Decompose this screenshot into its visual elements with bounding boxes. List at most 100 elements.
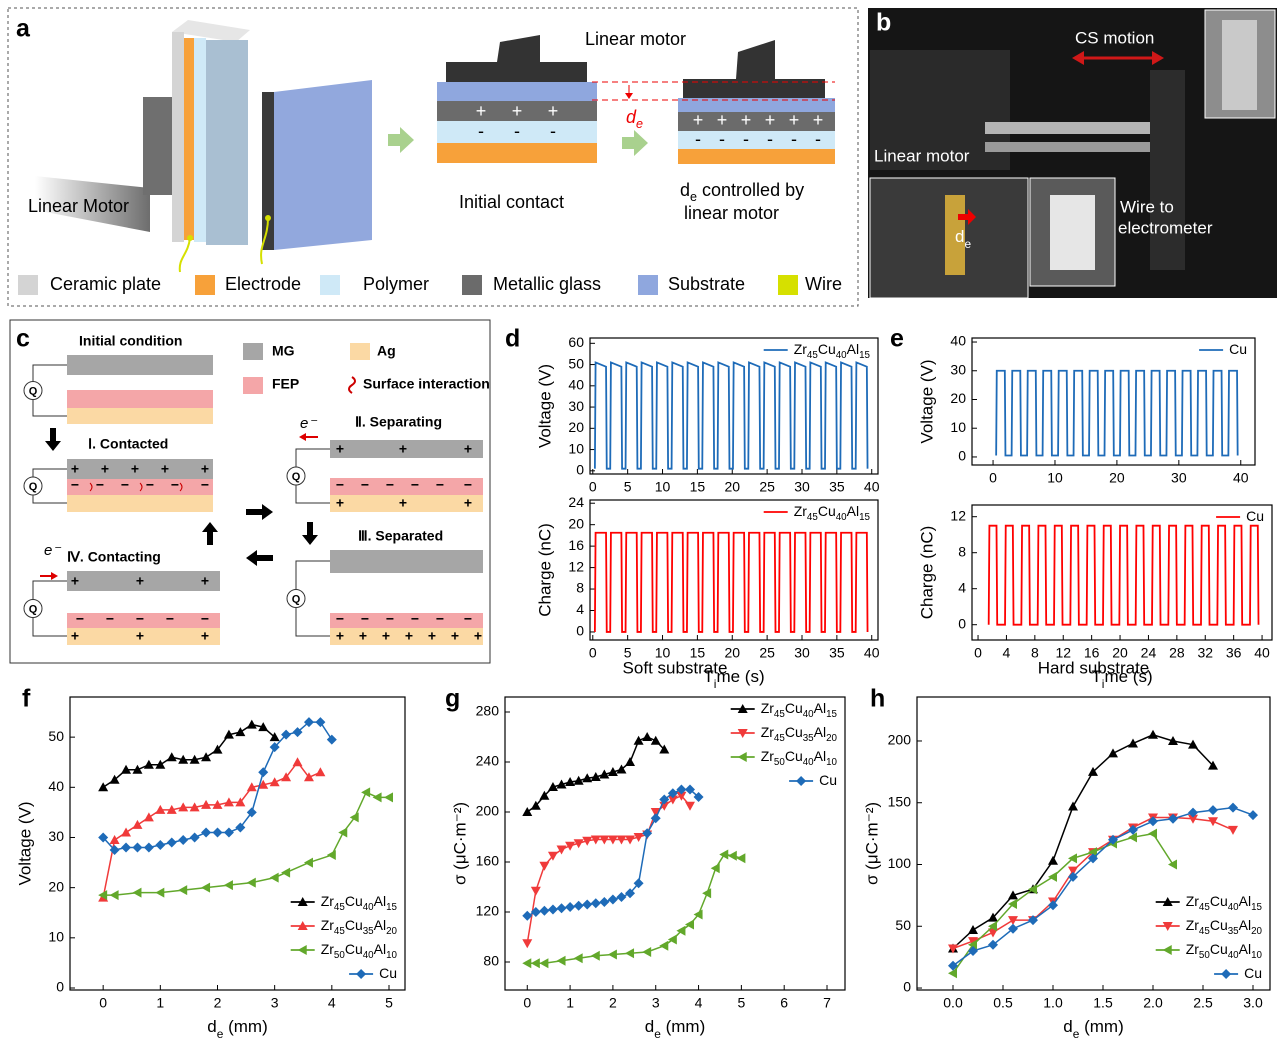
polymer-layer (678, 131, 835, 149)
panel-c: c Initial condition Ⅰ. Contacted Ⅳ. Cont… (10, 320, 490, 663)
data-point (201, 827, 211, 837)
data-point (548, 905, 558, 915)
charge: + (136, 573, 144, 589)
chart-title: Hard substrate (1038, 658, 1150, 677)
series-line (595, 533, 868, 632)
data-point (1128, 738, 1138, 747)
y-tick-label: 20 (568, 515, 584, 531)
charge: - (767, 129, 773, 149)
mg (67, 355, 213, 375)
legend-label: Cu (819, 772, 837, 788)
charge: − (201, 477, 209, 493)
data-point (224, 827, 234, 837)
x-tick-label: 2 (609, 995, 617, 1011)
x-tick-label: 7 (823, 995, 831, 1011)
x-tick-label: 6 (780, 995, 788, 1011)
legend-marker (796, 776, 806, 786)
x-tick-label: 1 (156, 995, 164, 1011)
data-point (642, 732, 652, 741)
data-point (557, 903, 567, 913)
legend: Ceramic plateElectrodePolymerMetallic gl… (18, 274, 842, 295)
state-title: Initial condition (79, 333, 182, 349)
fep (330, 613, 483, 628)
data-point (110, 835, 120, 844)
data-point (178, 885, 187, 895)
charge: + (405, 628, 413, 644)
arrow (246, 550, 273, 566)
charge: - (719, 129, 725, 149)
data-point (144, 812, 154, 821)
data-point (736, 853, 745, 863)
polymer-block (206, 40, 248, 245)
x-tick-label: 30 (794, 645, 810, 661)
x-tick-label: 2.0 (1143, 995, 1163, 1011)
data-point (531, 887, 541, 896)
state-label: de controlled by (680, 180, 804, 205)
legend-swatch (349, 377, 355, 393)
x-tick-label: 3 (271, 995, 279, 1011)
charge: + (201, 573, 209, 589)
y-tick-label: 80 (483, 953, 499, 969)
data-point (121, 843, 131, 853)
ag (67, 495, 213, 512)
data-point (373, 792, 382, 802)
x-tick-label: 0 (974, 645, 982, 661)
charge: + (131, 461, 139, 477)
wire-end (265, 215, 271, 221)
x-tick-label: 4 (1003, 645, 1011, 661)
data-point (201, 883, 210, 893)
electron-label: e⁻ (44, 542, 61, 559)
charge: + (201, 461, 209, 477)
y-tick-label: 0 (56, 979, 64, 995)
charge: − (71, 477, 79, 493)
y-axis-label: Voltage (V) (917, 359, 936, 443)
charge: + (476, 101, 487, 121)
state-title: Ⅳ. Contacting (67, 549, 161, 565)
motor-fin (736, 40, 775, 79)
x-tick-label: 0 (989, 470, 997, 486)
data-point (1108, 748, 1118, 757)
y-tick-label: 60 (568, 334, 584, 350)
x-axis-label: de (mm) (207, 1017, 267, 1041)
x-tick-label: 4 (328, 995, 336, 1011)
charge: − (136, 611, 144, 627)
motor-side-label: Linear Motor (28, 196, 129, 216)
y-tick-label: 40 (568, 377, 584, 393)
x-tick-label: 4 (695, 995, 703, 1011)
data-point (361, 787, 370, 797)
charge: − (386, 611, 394, 627)
x-tick-label: 3.0 (1243, 995, 1263, 1011)
data-point (659, 941, 668, 951)
x-tick-label: 2 (214, 995, 222, 1011)
data-point (1228, 803, 1238, 813)
y-tick-label: 0 (958, 615, 966, 631)
x-tick-label: 5 (737, 995, 745, 1011)
data-point (315, 717, 325, 727)
x-tick-label: 25 (759, 645, 775, 661)
meter-label: Q (292, 593, 301, 605)
wire (180, 238, 190, 272)
page: {"panels": { "a": {"label": "a", "motor_… (0, 0, 1277, 1042)
y-axis-label: Voltage (V) (15, 801, 34, 885)
x-tick-label: 25 (759, 479, 775, 495)
legend-label: Zr45Cu35Al20 (761, 724, 838, 744)
x-tick-label: 20 (724, 479, 740, 495)
fep (330, 478, 483, 495)
charge: − (411, 477, 419, 493)
charge: + (382, 628, 390, 644)
x-tick-label: 35 (829, 479, 845, 495)
x-tick-label: 28 (1169, 645, 1185, 661)
motor (446, 62, 587, 82)
data-point (642, 947, 651, 957)
x-tick-label: 32 (1197, 645, 1213, 661)
y-tick-label: 10 (48, 929, 64, 945)
charge: − (436, 477, 444, 493)
photo-rod (985, 122, 1150, 134)
data-point (338, 827, 347, 837)
charge: + (136, 628, 144, 644)
chart: 01020304050600510152025303540Voltage (V)… (505, 325, 880, 495)
y-tick-label: 50 (895, 917, 911, 933)
legend-swatch (243, 377, 263, 394)
data-point (685, 802, 695, 811)
charge: − (201, 611, 209, 627)
